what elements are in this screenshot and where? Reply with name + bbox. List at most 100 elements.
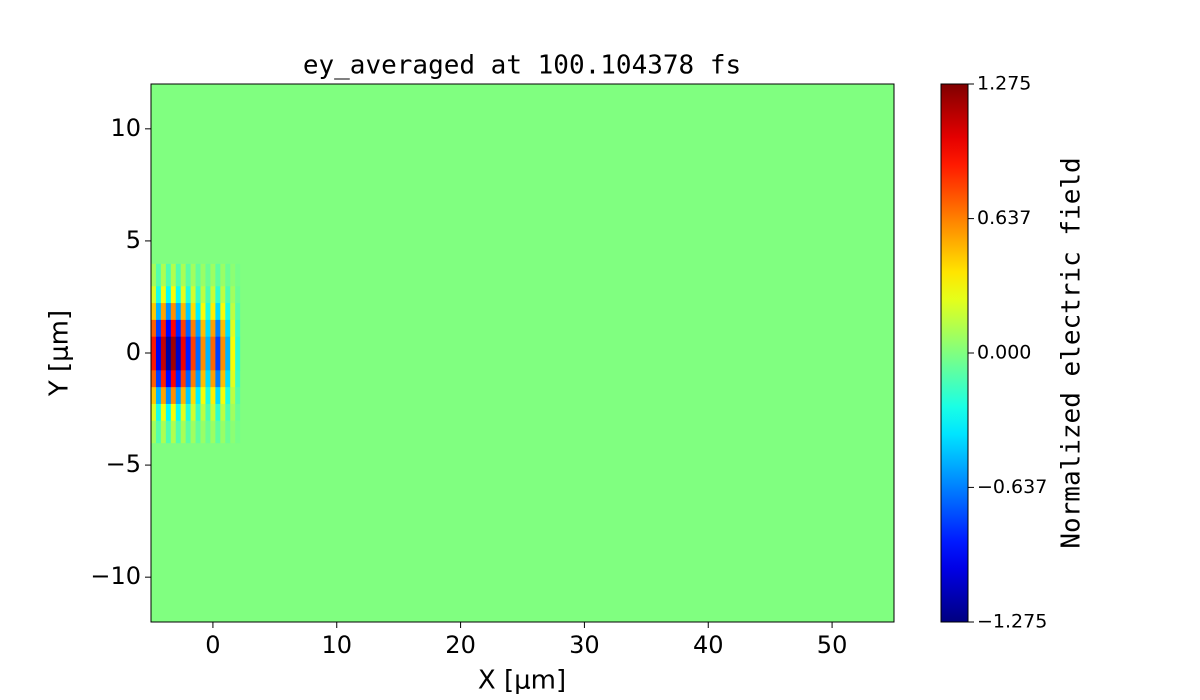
heatmap-cell (180, 84, 187, 264)
heatmap-cell (235, 319, 241, 337)
heatmap-cell (210, 319, 216, 337)
heatmap-cell (151, 353, 157, 371)
heatmap-cell (155, 403, 162, 421)
heatmap-cell (240, 319, 895, 337)
colorbar-tick-label: 0.000 (977, 342, 1031, 364)
heatmap-cell (170, 319, 177, 337)
heatmap-cell (195, 420, 202, 444)
heatmap-cell (160, 319, 167, 337)
heatmap-cell (200, 403, 206, 421)
x-tick-label: 20 (445, 631, 476, 659)
heatmap-cell (185, 263, 192, 287)
heatmap-cell (185, 420, 192, 444)
x-tick-label: 40 (693, 631, 724, 659)
heatmap-cell (230, 336, 236, 354)
heatmap-cell (170, 386, 177, 404)
heatmap-cell (240, 420, 895, 444)
heatmap-cell (195, 302, 202, 320)
heatmap-cell (235, 302, 241, 320)
heatmap-cell (190, 442, 197, 623)
heatmap-cell (205, 285, 211, 304)
heatmap-cell (170, 369, 177, 388)
heatmap-cell (230, 285, 236, 304)
heatmap-cell (220, 263, 226, 287)
heatmap-cell (230, 302, 236, 320)
heatmap-cell (205, 420, 211, 444)
heatmap-cell (240, 302, 895, 320)
heatmap-cell (215, 302, 221, 320)
colorbar (940, 83, 969, 623)
heatmap-cell (205, 442, 211, 623)
heatmap-cell (200, 285, 206, 304)
heatmap-cell (155, 84, 162, 264)
heatmap-cell (210, 84, 216, 264)
heatmap-cell (160, 353, 167, 371)
heatmap-cell (235, 369, 241, 388)
heatmap-cell (185, 319, 192, 337)
heatmap-cell (230, 386, 236, 404)
heatmap-cell (220, 353, 226, 371)
heatmap-cell (205, 403, 211, 421)
chart-title: ey_averaged at 100.104378 fs (303, 51, 741, 81)
heatmap-cell (220, 84, 226, 264)
heatmap-cell (240, 442, 895, 623)
heatmap-cell (151, 285, 157, 304)
heatmap-cell (165, 369, 172, 388)
heatmap-cell (220, 319, 226, 337)
heatmap-cell (225, 403, 231, 421)
heatmap-cell (230, 319, 236, 337)
heatmap-cell (235, 263, 241, 287)
heatmap-cell (151, 403, 157, 421)
heatmap-cell (195, 285, 202, 304)
heatmap-cell (195, 84, 202, 264)
heatmap-cell (210, 403, 216, 421)
heatmap-cell (200, 353, 206, 371)
heatmap-cell (240, 336, 895, 354)
heatmap-cell (155, 302, 162, 320)
heatmap-cell (190, 319, 197, 337)
heatmap-cell (215, 386, 221, 404)
heatmap-cell (190, 336, 197, 354)
heatmap-cell (195, 442, 202, 623)
heatmap-cell (175, 353, 182, 371)
heatmap-cell (180, 285, 187, 304)
heatmap-cell (160, 386, 167, 404)
heatmap-cell (175, 84, 182, 264)
heatmap-cell (170, 285, 177, 304)
heatmap-cell (225, 285, 231, 304)
heatmap-cell (180, 369, 187, 388)
heatmap-cell (200, 369, 206, 388)
heatmap-cell (225, 369, 231, 388)
heatmap-cell (220, 285, 226, 304)
heatmap-cell (155, 386, 162, 404)
heatmap-cell (240, 403, 895, 421)
y-tick-label: 10 (110, 114, 141, 142)
heatmap-cell (160, 84, 167, 264)
heatmap-cell (210, 263, 216, 287)
heatmap-cell (160, 302, 167, 320)
heatmap-cell (215, 84, 221, 264)
heatmap-cell (185, 302, 192, 320)
heatmap-cell (205, 353, 211, 371)
heatmap-cell (175, 319, 182, 337)
y-tick-label: 0 (126, 338, 141, 366)
colorbar-label: Normalized electric field (1057, 157, 1087, 548)
heatmap-cell (205, 84, 211, 264)
heatmap-cell (155, 263, 162, 287)
heatmap-cell (180, 420, 187, 444)
heatmap-cell (200, 319, 206, 337)
heatmap-cell (165, 285, 172, 304)
heatmap-cell (160, 369, 167, 388)
heatmap-cell (165, 336, 172, 354)
heatmap-cell (165, 420, 172, 444)
heatmap-cell (195, 369, 202, 388)
heatmap-cell (215, 285, 221, 304)
colorbar-tick-label: −1.275 (977, 611, 1047, 633)
heatmap-cell (185, 369, 192, 388)
heatmap-cell (220, 386, 226, 404)
heatmap-cell (160, 442, 167, 623)
heatmap-cell (230, 403, 236, 421)
heatmap-cell (220, 302, 226, 320)
heatmap-cell (215, 369, 221, 388)
heatmap-cell (170, 442, 177, 623)
